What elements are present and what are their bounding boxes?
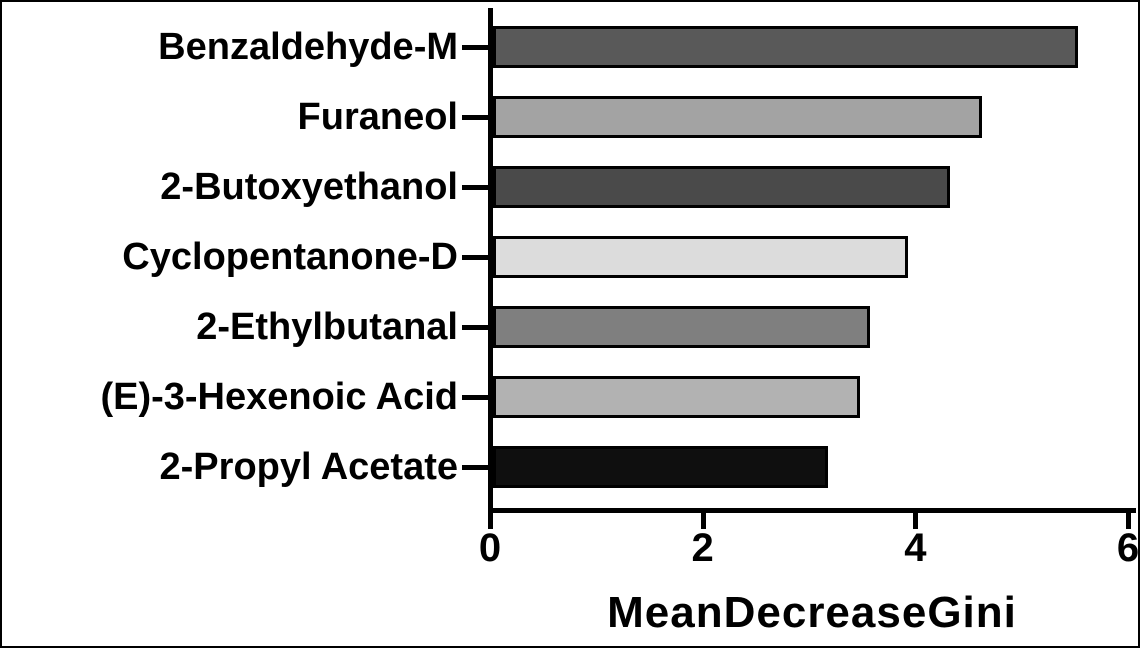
category-label: 2-Propyl Acetate <box>159 445 458 488</box>
category-label: 2-Ethylbutanal <box>196 305 458 348</box>
y-axis-line <box>488 8 493 513</box>
bar <box>493 376 860 418</box>
bar <box>493 446 828 488</box>
y-tick-mark <box>462 114 488 120</box>
x-tick-label: 6 <box>1116 526 1140 570</box>
chart-rows: Benzaldehyde-M Furaneol 2-Butoxyethanol Cyc… <box>2 12 1138 502</box>
bar <box>493 236 908 278</box>
x-tick-mark <box>700 513 706 529</box>
chart-row: 2-Butoxyethanol <box>2 152 1138 222</box>
y-tick-mark <box>462 394 488 400</box>
bar-area <box>493 166 1138 208</box>
bar <box>493 306 871 348</box>
bar-area <box>493 306 1138 348</box>
chart-row: 2-Ethylbutanal <box>2 292 1138 362</box>
y-tick-mark <box>462 254 488 260</box>
x-tick-mark <box>1126 513 1131 529</box>
bar-area <box>493 96 1138 138</box>
y-tick-mark <box>462 44 488 50</box>
chart-row: 2-Propyl Acetate <box>2 432 1138 502</box>
chart-row: Cyclopentanone-D <box>2 222 1138 292</box>
x-axis-title: MeanDecreaseGini <box>607 588 1017 637</box>
chart-row: (E)-3-Hexenoic Acid <box>2 362 1138 432</box>
category-label: 2-Butoxyethanol <box>160 165 458 208</box>
chart-row: Benzaldehyde-M <box>2 12 1138 82</box>
category-label: Furaneol <box>297 95 458 138</box>
x-tick-mark <box>488 513 493 529</box>
x-tick-label: 0 <box>478 526 502 570</box>
x-tick-mark <box>913 513 919 529</box>
bar-area <box>493 446 1138 488</box>
x-tick-label: 2 <box>691 526 714 570</box>
chart-row: Furaneol <box>2 82 1138 152</box>
x-tick-label: 4 <box>904 526 927 570</box>
y-tick-mark <box>462 324 488 330</box>
bar-area <box>493 376 1138 418</box>
bar-area <box>493 236 1138 278</box>
category-label: (E)-3-Hexenoic Acid <box>100 375 458 418</box>
y-tick-mark <box>462 184 488 190</box>
y-tick-mark <box>462 464 488 470</box>
category-label: Benzaldehyde-M <box>158 25 458 68</box>
bar-area <box>493 26 1138 68</box>
bar <box>493 96 983 138</box>
bar <box>493 166 951 208</box>
category-label: Cyclopentanone-D <box>122 235 458 278</box>
bar <box>493 26 1078 68</box>
x-axis-line <box>488 508 1136 513</box>
